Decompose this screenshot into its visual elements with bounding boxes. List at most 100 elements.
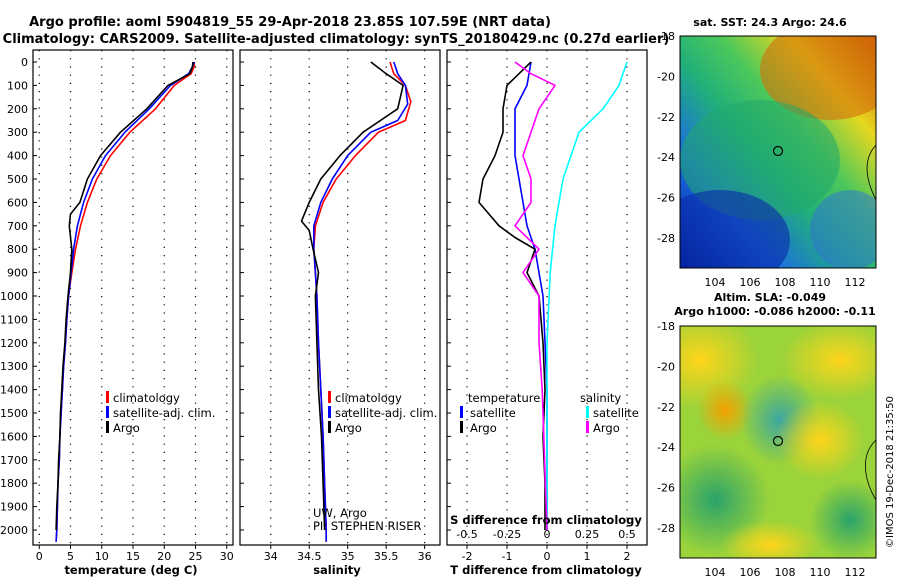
difference-axis-label: T difference from climatology: [450, 563, 642, 577]
salinity-note-line1: UW, Argo: [313, 506, 367, 520]
s-diff-tick-label: 0: [544, 528, 551, 541]
depth-tick-label: 600: [7, 196, 28, 209]
sst-lon-ticks: 104 106 108 110 112: [705, 276, 866, 289]
legend-argo-s: Argo: [335, 421, 362, 435]
lat-tick-label: -24: [657, 441, 675, 454]
depth-tick-label: 1700: [0, 454, 28, 467]
sla-lon-ticks: 104 106 108 110 112: [705, 566, 866, 579]
figure-title: Argo profile: aoml 5904819_55 29-Apr-201…: [29, 15, 551, 30]
x-tick-label: 35.5: [374, 550, 399, 563]
legend-swatch-s-satellite: [586, 406, 589, 418]
imos-stamp: ©IMOS 19-Dec-2018 21:35:50: [885, 396, 896, 548]
lat-tick-label: -22: [657, 401, 675, 414]
x-tick-label: 34.5: [297, 550, 322, 563]
series-line-argo: [55, 61, 194, 531]
x-tick-label: 2: [624, 550, 631, 563]
x-tick-label: 5: [67, 550, 74, 563]
salinity-axis-label: salinity: [313, 563, 361, 577]
lon-tick-label: 112: [845, 566, 866, 579]
s-diff-tick-label: 0.5: [618, 528, 636, 541]
difference-x-ticks: -2 -1 0 1 2: [447, 61, 631, 563]
legend-temperature-heading: temperature: [468, 391, 540, 405]
lat-tick-label: -20: [657, 70, 675, 83]
legend-satellite-s: satellite-adj. clim.: [335, 406, 437, 420]
lon-tick-label: 106: [740, 566, 761, 579]
depth-tick-label: 1800: [0, 477, 28, 490]
sla-map-header1: Altim. SLA: -0.049: [714, 291, 826, 304]
depth-tick-label: 700: [7, 220, 28, 233]
x-tick-label: 1: [584, 550, 591, 563]
salinity-x-ticks: 34 34.5 35 35.5 36: [240, 61, 432, 563]
sla-map-field: [680, 326, 876, 558]
depth-tick-label: 100: [7, 79, 28, 92]
sst-map-frame: [679, 35, 877, 269]
x-tick-label: 20: [157, 550, 171, 563]
sla-map-header2: Argo h1000: -0.086 h2000: -0.11: [674, 305, 875, 318]
legend-swatch-s-argo: [586, 421, 589, 433]
sla-lat-ticks: -18 -20 -22 -24 -26 -28: [657, 320, 675, 535]
legend-salinity-heading: salinity: [580, 391, 621, 405]
depth-tick-label: 1000: [0, 290, 28, 303]
x-tick-label: 0: [36, 550, 43, 563]
x-tick-label: 36: [418, 550, 432, 563]
depth-tick-label: 300: [7, 126, 28, 139]
s-diff-tick-label: -0.5: [456, 528, 477, 541]
x-tick-label: -2: [462, 550, 473, 563]
legend-t-argo: Argo: [470, 421, 497, 435]
lat-tick-label: -28: [657, 232, 675, 245]
legend-swatch-t-satellite: [460, 406, 463, 418]
salinity-lines: [300, 61, 412, 542]
sst-map-header: sat. SST: 24.3 Argo: 24.6: [693, 16, 847, 29]
x-tick-label: 34: [264, 550, 278, 563]
lat-tick-label: -18: [657, 320, 675, 333]
temperature-x-ticks: 0 5 10 15 20 25 30: [33, 61, 234, 563]
depth-tick-label: 900: [7, 267, 28, 280]
lat-tick-label: -26: [657, 192, 675, 205]
lon-tick-label: 110: [810, 566, 831, 579]
depth-tick-label: 1200: [0, 337, 28, 350]
x-tick-label: 0: [544, 550, 551, 563]
legend-argo: Argo: [113, 421, 140, 435]
difference-grid: [466, 50, 628, 545]
s-difference-axis-label: S difference from climatology: [450, 513, 642, 527]
legend-climatology-s: climatology: [335, 391, 402, 405]
series-line-salinity-argo: [514, 61, 556, 531]
s-diff-tick-label: -0.25: [493, 528, 521, 541]
lat-tick-label: -26: [657, 482, 675, 495]
depth-tick-label: 1100: [0, 313, 28, 326]
series-line-temperature-argo: [478, 61, 546, 530]
legend-satellite: satellite-adj. clim.: [113, 406, 215, 420]
lat-tick-label: -18: [657, 30, 675, 43]
sla-map-frame: [679, 325, 877, 559]
series-line-satellite-adj-clim-: [55, 61, 196, 542]
legend-swatch-climatology: [106, 391, 109, 403]
x-tick-label: 15: [126, 550, 140, 563]
temperature-axis-label: temperature (deg C): [64, 563, 197, 577]
depth-tick-label: 2000: [0, 524, 28, 537]
lon-tick-label: 108: [775, 566, 796, 579]
depth-tick-label: 200: [7, 103, 28, 116]
legend-climatology: climatology: [113, 391, 180, 405]
temperature-grid: [38, 50, 228, 545]
salinity-difference-x-ticks: -0.5 -0.25 0 0.25 0.5: [456, 528, 635, 541]
lon-tick-label: 110: [810, 276, 831, 289]
x-tick-label: -1: [502, 550, 513, 563]
legend-swatch-satellite-s: [328, 406, 331, 418]
sla-argo-location-marker: [772, 435, 784, 447]
x-tick-label: 25: [189, 550, 203, 563]
x-tick-label: 30: [220, 550, 234, 563]
series-line-climatology: [55, 62, 196, 542]
depth-tick-label: 1900: [0, 501, 28, 514]
legend-swatch-climatology-s: [328, 391, 331, 403]
lon-tick-label: 108: [775, 276, 796, 289]
figure-subtitle: Climatology: CARS2009. Satellite-adjuste…: [3, 32, 670, 47]
depth-tick-label: 1500: [0, 407, 28, 420]
lat-tick-label: -20: [657, 360, 675, 373]
legend-s-satellite: satellite: [593, 406, 639, 420]
depth-axis: 0 100 200 300 400 500 600 700 800 900 1000 1100 1200…: [0, 56, 28, 537]
series-line-satellite-adj-clim-: [312, 61, 409, 542]
sst-argo-location-marker: [772, 145, 784, 157]
sst-lat-ticks: -18 -20 -22 -24 -26 -28: [657, 30, 675, 245]
legend-swatch-argo: [106, 421, 109, 433]
